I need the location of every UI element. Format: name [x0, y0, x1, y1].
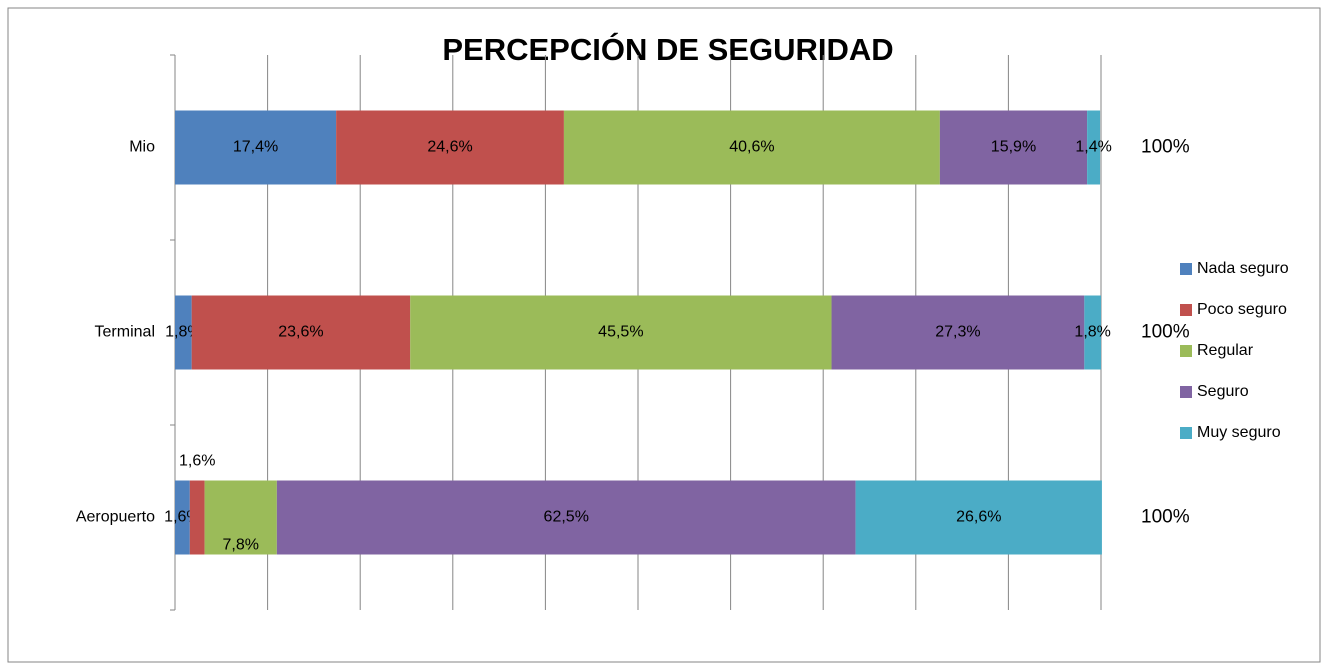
data-label: 17,4% — [233, 139, 278, 156]
legend-swatch — [1180, 304, 1192, 316]
bar-segment — [410, 295, 832, 370]
bar-segment — [191, 295, 411, 370]
legend-label: Muy seguro — [1197, 424, 1281, 441]
bar-segment — [336, 110, 564, 185]
legend-swatch — [1180, 345, 1192, 357]
y-tick-label: Terminal — [95, 324, 155, 341]
data-label: 27,3% — [935, 324, 980, 341]
bar-segment — [204, 480, 277, 555]
data-label: 26,6% — [956, 509, 1001, 526]
bar-segment — [1084, 295, 1101, 370]
bar-segment — [175, 480, 190, 555]
data-label: 1,6% — [179, 453, 215, 470]
data-label: 1,4% — [1075, 139, 1111, 156]
data-label: 62,5% — [544, 509, 589, 526]
data-label: 7,8% — [223, 537, 259, 554]
bar-segment — [939, 110, 1088, 185]
legend-label: Regular — [1197, 342, 1254, 359]
y-tick-label: Mio — [129, 139, 155, 156]
legend-swatch — [1180, 263, 1192, 275]
legend-label: Poco seguro — [1197, 301, 1287, 318]
bar-segment — [831, 295, 1085, 370]
bar-segment — [855, 480, 1102, 555]
data-label: 24,6% — [427, 139, 472, 156]
legend-label: Nada seguro — [1197, 260, 1289, 277]
bar-segment — [563, 110, 940, 185]
bar-segment — [189, 480, 205, 555]
data-label: 45,5% — [598, 324, 643, 341]
legend-swatch — [1180, 386, 1192, 398]
y-tick-label: Aeropuerto — [76, 509, 155, 526]
bar-segment — [276, 480, 856, 555]
data-label: 1,8% — [1074, 324, 1110, 341]
bar-segment — [1087, 110, 1101, 185]
legend-swatch — [1180, 427, 1192, 439]
bar-segment — [175, 295, 192, 370]
total-label: 100% — [1141, 507, 1190, 528]
chart-title: PERCEPCIÓN DE SEGURIDAD — [442, 31, 893, 67]
data-label: 40,6% — [729, 139, 774, 156]
total-label: 100% — [1141, 322, 1190, 343]
data-label: 15,9% — [991, 139, 1036, 156]
legend-label: Seguro — [1197, 383, 1249, 400]
bar-segment — [175, 110, 337, 185]
total-label: 100% — [1141, 137, 1190, 158]
data-label: 23,6% — [278, 324, 323, 341]
